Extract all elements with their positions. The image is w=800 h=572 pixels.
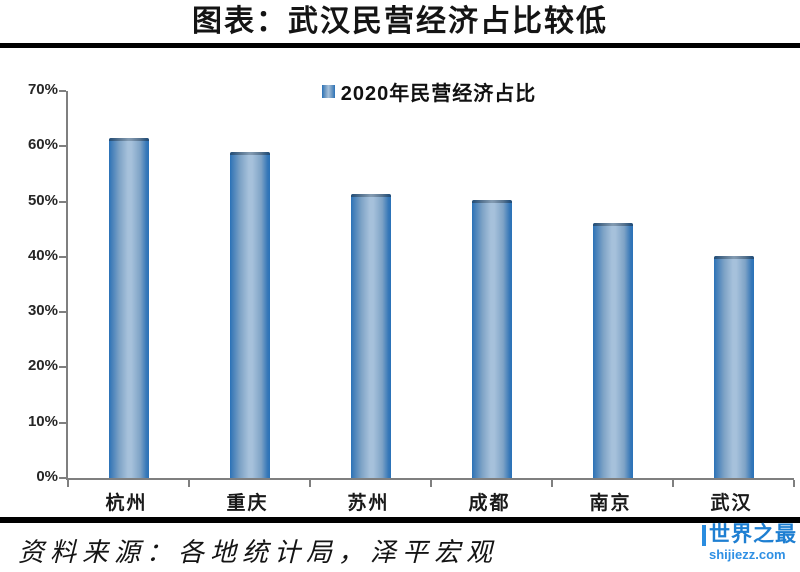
bar-top-cap [592, 222, 633, 226]
x-axis-category-label: 成都 [468, 493, 511, 514]
bar-top-cap [713, 255, 754, 259]
y-axis-tick-label: 50% [27, 191, 58, 209]
y-axis-tick [59, 477, 66, 479]
y-axis-tick-label: 20% [27, 357, 58, 375]
y-axis-tick-label: 0% [36, 468, 58, 485]
y-axis-tick [59, 366, 66, 369]
bar-苏州 [350, 194, 391, 478]
bottom-divider [0, 517, 800, 523]
y-axis-tick [59, 145, 66, 148]
x-axis-tick [551, 480, 553, 487]
y-axis-tick [59, 311, 66, 314]
x-axis-category-label: 重庆 [226, 493, 269, 514]
source-text: 资料来源：各地统计局，泽平宏观 [18, 538, 499, 567]
legend-swatch-icon [321, 84, 335, 98]
bar-成都 [471, 200, 512, 478]
y-axis-tick-label: 70% [27, 81, 58, 98]
bar-武汉 [713, 255, 754, 478]
chart-title: 图表：武汉民营经济占比较低 [192, 5, 608, 38]
x-axis-category-label: 武汉 [710, 493, 753, 514]
y-axis-tick [59, 90, 66, 92]
watermark-brand: 世界之最 [709, 523, 797, 546]
watermark-text: 世界之最 shijiezz.com [709, 524, 797, 561]
top-divider [0, 43, 800, 48]
x-axis-labels: 杭州 重庆 苏州 成都 南京 武汉 [66, 488, 792, 515]
bar-top-cap [108, 138, 149, 141]
x-axis-tick [188, 480, 190, 487]
watermark-bar-icon [702, 525, 706, 546]
y-axis-tick-label: 10% [27, 412, 58, 430]
bar-重庆 [229, 151, 270, 478]
legend-label: 2020年民营经济占比 [340, 82, 537, 105]
y-axis-tick-label: 60% [27, 136, 58, 154]
y-axis-tick [59, 255, 66, 258]
plot-area: 0% 10% 20% 30% 40% 50% 60% 70% [28, 81, 795, 487]
y-axis-tick-label: 30% [27, 302, 58, 320]
y-axis-tick [59, 200, 66, 203]
x-axis-category-label: 杭州 [105, 493, 148, 514]
y-axis-tick [59, 421, 66, 424]
x-axis-category-label: 南京 [589, 493, 632, 514]
bar-南京 [592, 222, 633, 478]
y-axis-tick-label: 40% [27, 246, 58, 264]
x-axis-tick [430, 480, 432, 487]
bar-top-cap [350, 194, 391, 198]
watermark: 世界之最 shijiezz.com [702, 524, 797, 561]
x-axis-tick [672, 480, 674, 487]
legend: 2020年民营经济占比 [66, 81, 792, 105]
watermark-domain: shijiezz.com [709, 547, 786, 562]
bar-top-cap [471, 200, 512, 204]
x-axis-category-label: 苏州 [347, 493, 390, 514]
x-axis-tick [309, 480, 311, 487]
bar-杭州 [108, 138, 149, 478]
x-axis-tick [793, 480, 795, 487]
bar-top-cap [229, 151, 270, 155]
x-axis-tick [67, 480, 69, 487]
